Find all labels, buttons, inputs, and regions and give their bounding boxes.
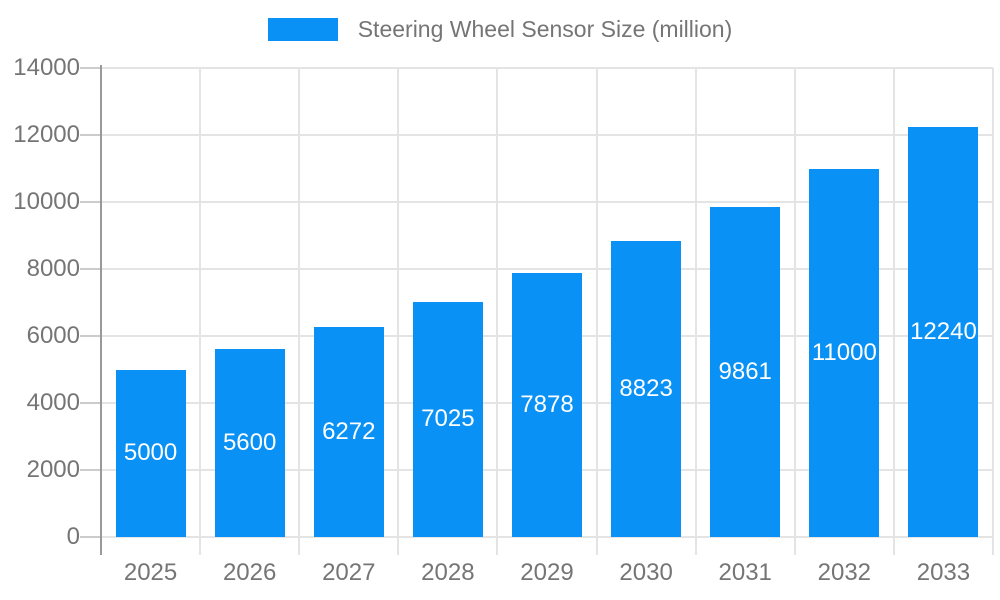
y-axis-tick-label: 12000: [13, 121, 80, 148]
bar[interactable]: 5000: [115, 369, 186, 537]
bar[interactable]: 11000: [809, 168, 880, 537]
bar-value-label: 5600: [222, 429, 277, 457]
bar[interactable]: 7025: [412, 301, 483, 537]
bar-value-label: 7878: [520, 391, 574, 419]
x-axis-tick-label: 2028: [421, 559, 475, 586]
legend-swatch: [267, 18, 338, 41]
x-axis-tick-label: 2031: [718, 559, 772, 586]
bar-value-label: 9861: [718, 357, 772, 385]
y-axis-tick: [80, 402, 101, 404]
y-axis-tick-label: 10000: [13, 188, 80, 215]
y-axis-tick-label: 2000: [26, 456, 80, 483]
x-axis-tick-label: 2025: [123, 559, 178, 586]
y-axis-tick: [80, 67, 101, 69]
gridline-horizontal: [101, 134, 993, 136]
x-axis-tick-label: 2032: [817, 559, 872, 586]
gridline-vertical: [298, 68, 301, 555]
bar-value-label: 7025: [421, 405, 475, 433]
bar[interactable]: 5600: [214, 349, 285, 537]
x-axis-tick-label: 2029: [520, 559, 574, 586]
gridline-vertical: [397, 68, 400, 555]
gridline-vertical: [892, 68, 895, 555]
bar[interactable]: 12240: [908, 126, 979, 537]
y-axis-tick-label: 0: [66, 523, 80, 550]
y-axis-tick: [80, 134, 101, 136]
bar-value-label: 5000: [123, 439, 178, 467]
y-axis-tick-label: 6000: [26, 322, 80, 349]
x-axis-tick-label: 2027: [322, 559, 376, 586]
y-axis-tick: [80, 201, 101, 203]
gridline-horizontal: [101, 67, 993, 69]
gridline-vertical: [694, 68, 697, 555]
y-axis-line: [100, 65, 102, 555]
x-axis-tick-label: 2033: [916, 559, 971, 586]
gridline-horizontal: [101, 536, 993, 538]
gridline-vertical: [199, 68, 202, 555]
bar[interactable]: 6272: [313, 326, 384, 537]
gridline-vertical: [595, 68, 598, 555]
bar[interactable]: 9861: [710, 206, 781, 537]
gridline-vertical: [793, 68, 796, 555]
bar[interactable]: 7878: [512, 273, 582, 537]
legend[interactable]: Steering Wheel Sensor Size (million): [0, 16, 1000, 42]
y-axis-tick-label: 4000: [26, 389, 80, 416]
legend-label: Steering Wheel Sensor Size (million): [357, 16, 733, 42]
bar-value-label: 11000: [811, 338, 877, 366]
y-axis-tick-label: 8000: [26, 255, 80, 282]
bar-value-label: 12240: [910, 317, 977, 345]
gridline-vertical: [496, 68, 499, 555]
y-axis-tick: [80, 469, 101, 471]
y-axis-tick-label: 14000: [13, 54, 80, 81]
gridline-vertical: [992, 68, 994, 555]
x-axis-tick-label: 2030: [619, 559, 673, 586]
gridline-horizontal: [101, 201, 993, 203]
bar[interactable]: 8823: [611, 241, 682, 537]
bar-value-label: 8823: [619, 375, 673, 403]
x-axis-tick-label: 2026: [222, 559, 277, 586]
y-axis-tick: [80, 536, 101, 538]
gridline-horizontal: [101, 268, 993, 270]
bar-value-label: 6272: [322, 417, 376, 445]
y-axis-tick: [80, 335, 101, 337]
y-axis-tick: [80, 268, 101, 270]
